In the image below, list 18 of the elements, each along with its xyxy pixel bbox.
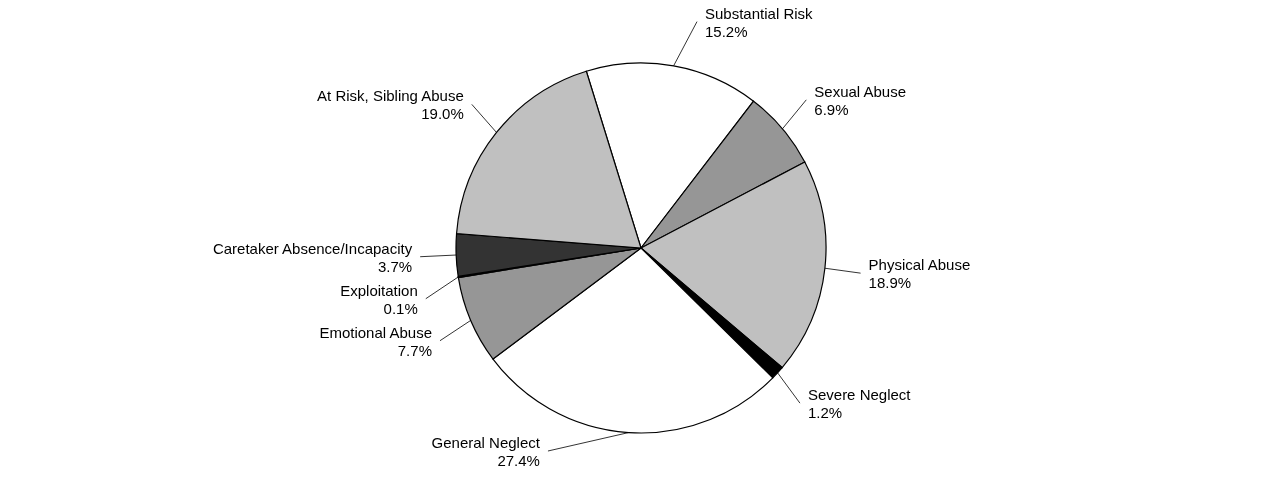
data-label: 27.4% <box>497 452 540 469</box>
data-label: 15.2% <box>705 22 748 40</box>
slice-label: Substantial Risk <box>705 4 814 22</box>
slice-label: General Neglect <box>431 434 541 451</box>
slice-label: Physical Abuse <box>868 256 971 274</box>
slice-label: Exploitation <box>340 281 418 299</box>
data-label: 3.7% <box>377 257 413 275</box>
slice-label: At Risk, Sibling Abuse <box>317 87 464 105</box>
data-label: 6.9% <box>814 100 849 118</box>
data-label: 7.7% <box>397 341 432 359</box>
slice-label: Severe Neglect <box>807 386 912 404</box>
data-label: 0.1% <box>383 299 418 317</box>
slice-label: Emotional Abuse <box>319 323 432 341</box>
slice-label: Sexual Abuse <box>814 82 907 100</box>
slice-label: Caretaker Absence/Incapacity <box>212 239 413 257</box>
data-label: 1.2% <box>807 404 843 422</box>
data-label: 18.9% <box>868 274 912 292</box>
data-label: 19.0% <box>421 105 464 123</box>
